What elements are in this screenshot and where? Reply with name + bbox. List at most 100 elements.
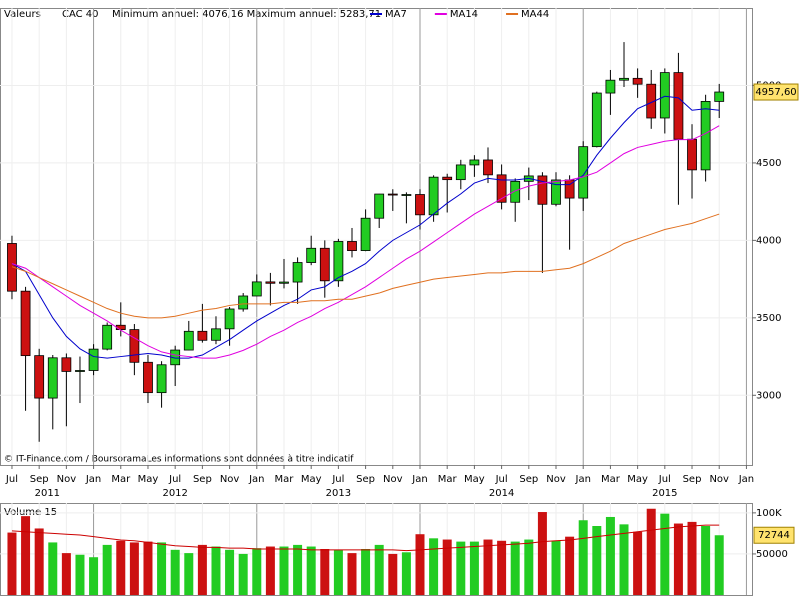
volume-bar [714, 535, 724, 595]
x-tick-label: Mar [111, 474, 131, 485]
volume-bar [429, 538, 439, 595]
volume-y-tick-label: 50000 [756, 549, 788, 560]
volume-bar [456, 541, 466, 595]
candle-body [401, 194, 412, 196]
instrument: CAC 40 [62, 9, 99, 20]
plot-frame [0, 8, 753, 466]
candle-body [510, 180, 521, 203]
volume-bar [211, 546, 221, 595]
volume-bar [619, 524, 629, 595]
candle-body [700, 101, 711, 171]
credit: © IT-Finance.com / BoursoramaLes informa… [4, 454, 354, 465]
volume-bar [510, 541, 520, 595]
candle-body [551, 179, 561, 205]
x-tick-label: Jan [248, 474, 264, 485]
volume-frame [0, 503, 753, 596]
volume-bar [701, 526, 711, 595]
last-volume-label: 72744 [758, 530, 790, 541]
volume-bar [293, 544, 303, 595]
y-tick-label: 3500 [756, 313, 781, 324]
volume-bar [361, 549, 371, 595]
candle-body [591, 92, 602, 148]
volume-bar [34, 528, 44, 595]
candle-body [483, 159, 493, 176]
volume-bar [225, 549, 235, 595]
volume-bar [157, 542, 167, 595]
legend-label: MA14 [450, 9, 478, 20]
candle-body [374, 193, 385, 219]
candle-body [265, 281, 276, 284]
volume-bar [89, 557, 99, 595]
volume-y-tick-label: 100K [756, 508, 782, 519]
candle-body [7, 243, 17, 292]
candle-body [442, 176, 453, 181]
candle-body [659, 72, 670, 119]
panel-label: Valeurs [4, 9, 41, 20]
volume-bar [184, 553, 194, 595]
candle-body [47, 357, 58, 399]
volume-bar [483, 539, 493, 595]
volume-bar [537, 512, 547, 595]
volume-bar [469, 541, 479, 595]
volume-bar [238, 553, 248, 595]
candle-body [251, 281, 262, 297]
y-tick-label: 4000 [756, 235, 781, 246]
volume-bar [333, 549, 343, 595]
volume-bar [129, 542, 139, 595]
x-tick-label: Mar [275, 474, 295, 485]
candle-body [279, 281, 289, 284]
candle-body [347, 241, 357, 251]
candle-body [129, 329, 140, 363]
candle-body [687, 138, 697, 171]
candle-body [238, 295, 249, 310]
candle-body [143, 361, 153, 394]
volume-bar [388, 553, 398, 595]
x-tick-label: Nov [546, 474, 566, 485]
last-volume-box [753, 526, 795, 544]
x-tick-label: Jul [495, 474, 508, 485]
legend-label: MA7 [385, 9, 407, 20]
volume-bar [75, 554, 85, 595]
x-tick-label: Jan [85, 474, 101, 485]
candle-body [292, 262, 303, 283]
volume-bar [61, 553, 71, 595]
candle-body [455, 164, 466, 181]
candle-body [156, 364, 167, 394]
candle-body [360, 217, 371, 251]
volume-bar [565, 536, 575, 595]
x-tick-label: Nov [220, 474, 240, 485]
volume-bar [48, 542, 58, 595]
volume-bar [197, 544, 207, 595]
x-tick-label: Jul [331, 474, 344, 485]
range-text: Minimum annuel: 4076,16 Maximum annuel: … [112, 9, 381, 20]
volume-bar [442, 539, 452, 595]
volume-bar [687, 521, 697, 595]
volume-bar [279, 546, 289, 595]
volume-bar [102, 544, 112, 595]
volume-bar [524, 539, 534, 595]
x-tick-label: Sep [519, 474, 538, 485]
x-tick-label: May [301, 474, 322, 485]
volume-bar [320, 549, 330, 595]
volume-bar [646, 508, 656, 595]
candle-body [333, 241, 344, 282]
x-tick-label: Jul [658, 474, 671, 485]
volume-bar [170, 549, 180, 595]
volume-bar [415, 534, 425, 595]
candle-body [619, 77, 629, 81]
volume-bar [116, 540, 126, 595]
candle-body [469, 159, 480, 166]
candle-body [387, 193, 398, 196]
volume-bar [306, 546, 316, 595]
candle-body [224, 308, 235, 330]
ma-line [11, 213, 720, 319]
candle-body [537, 175, 548, 205]
legend-label: MA44 [521, 9, 549, 20]
y-tick-label: 4500 [756, 158, 781, 169]
volume-bar [401, 552, 411, 595]
volume-bar [7, 532, 17, 595]
volume-bar [592, 526, 602, 595]
candle-body [496, 174, 507, 203]
